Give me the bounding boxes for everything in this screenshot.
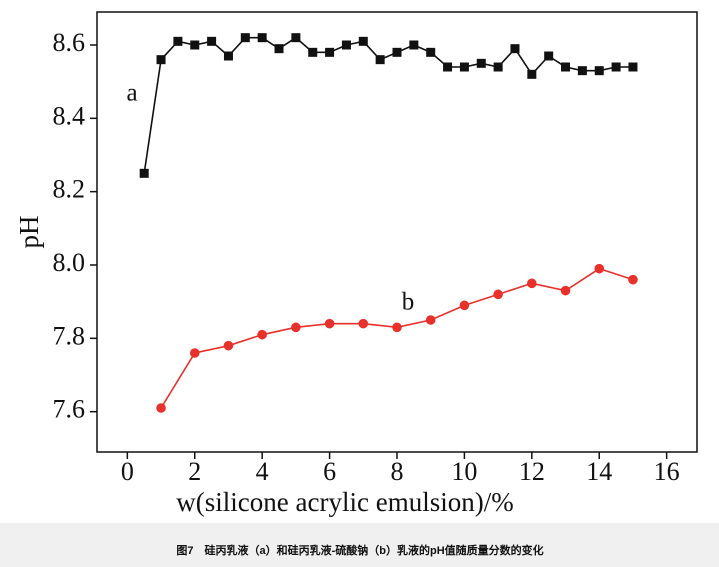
marker xyxy=(291,33,301,43)
marker xyxy=(341,40,351,50)
x-tick-label: 14 xyxy=(586,457,612,486)
marker xyxy=(308,47,318,57)
annotation: a xyxy=(126,80,137,107)
x-tick-label: 2 xyxy=(188,457,201,486)
marker xyxy=(594,263,605,274)
marker xyxy=(476,58,486,68)
y-tick-label: 7.8 xyxy=(53,321,86,350)
marker xyxy=(544,51,554,61)
x-tick-label: 8 xyxy=(391,457,404,486)
x-tick-label: 12 xyxy=(519,457,545,486)
marker xyxy=(594,66,604,76)
y-tick-label: 7.6 xyxy=(53,395,86,424)
marker xyxy=(358,318,369,329)
marker xyxy=(156,403,166,413)
marker xyxy=(628,62,638,72)
marker xyxy=(443,62,453,72)
caption-band xyxy=(0,523,719,567)
x-tick-label: 16 xyxy=(654,457,680,486)
marker xyxy=(527,69,537,79)
series-line xyxy=(143,36,633,174)
y-tick-label: 8.6 xyxy=(53,28,86,57)
marker xyxy=(223,340,234,351)
marker xyxy=(325,47,335,57)
marker xyxy=(240,33,250,43)
marker xyxy=(190,40,200,50)
marker xyxy=(392,47,402,57)
marker xyxy=(207,36,217,46)
x-tick-label: 0 xyxy=(121,457,134,486)
marker xyxy=(577,66,587,76)
caption: 图7 硅丙乳液（a）和硅丙乳液-硫酸钠（b）乳液的pH值随质量分数的变化 xyxy=(176,543,543,557)
y-axis-label: pH xyxy=(14,216,44,249)
y-tick-label: 8.2 xyxy=(53,175,86,204)
marker xyxy=(425,315,436,325)
marker xyxy=(426,47,436,57)
x-axis-label: w(silicone acrylic emulsion)/% xyxy=(176,487,513,517)
marker xyxy=(257,329,267,340)
marker xyxy=(375,55,385,65)
marker xyxy=(611,62,621,72)
y-tick-label: 8.0 xyxy=(53,248,86,277)
plot-frame xyxy=(96,11,698,453)
marker xyxy=(392,322,402,333)
marker xyxy=(156,55,166,65)
marker xyxy=(493,62,503,72)
marker xyxy=(560,285,571,296)
marker xyxy=(173,36,183,46)
annotation: b xyxy=(402,289,415,316)
marker xyxy=(409,40,419,50)
marker xyxy=(510,44,520,54)
marker xyxy=(324,318,335,329)
marker xyxy=(274,44,284,54)
y-tick-label: 8.4 xyxy=(53,101,86,130)
marker xyxy=(459,300,470,311)
marker xyxy=(527,278,537,289)
marker xyxy=(257,33,267,43)
x-tick-label: 4 xyxy=(256,457,269,486)
marker xyxy=(561,62,571,72)
marker xyxy=(628,274,638,285)
marker xyxy=(139,168,149,178)
x-tick-label: 10 xyxy=(451,457,477,486)
marker xyxy=(459,62,469,72)
marker xyxy=(189,348,200,358)
x-tick-label: 6 xyxy=(323,457,336,486)
marker xyxy=(493,289,503,300)
marker xyxy=(223,51,233,61)
marker xyxy=(358,36,368,46)
marker xyxy=(291,322,301,333)
